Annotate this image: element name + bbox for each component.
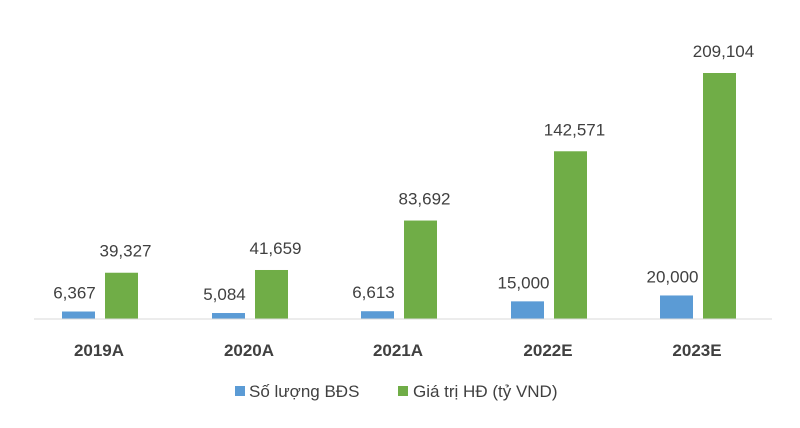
data-label-green-2019A: 39,327 (100, 242, 152, 261)
bar-green-2023E (703, 73, 736, 319)
bar-green-2019A (105, 272, 138, 319)
bar-số-lượng-bđs-2020A (212, 313, 245, 319)
data-label-blue-2020A: 5,084 (203, 285, 246, 304)
legend-item-gia-tri-hd: Giá trị HĐ (tỷ VND) (413, 382, 558, 401)
bar-green-2022E (554, 151, 587, 319)
bar-green-2021A (404, 220, 437, 319)
data-label-green-2020A: 41,659 (250, 239, 302, 258)
legend: Số lượng BĐS Giá trị HĐ (tỷ VND) (235, 382, 558, 401)
data-label-blue-2022E: 15,000 (498, 273, 550, 292)
bar-green-2020A (255, 269, 288, 319)
category-label-2019A: 2019A (74, 341, 124, 360)
data-label-green-2021A: 83,692 (399, 190, 451, 209)
bar-số-lượng-bđs-2023E (660, 295, 693, 319)
bar-số-lượng-bđs-2021A (361, 311, 394, 319)
legend-swatch (398, 386, 408, 396)
data-label-blue-2019A: 6,367 (53, 284, 96, 303)
data-label-green-2022E: 142,571 (544, 120, 605, 139)
bar-số-lượng-bđs-2022E (511, 301, 544, 319)
bar-số-lượng-bđs-2019A (62, 311, 95, 319)
category-label-2021A: 2021A (373, 341, 423, 360)
data-label-green-2023E: 209,104 (693, 42, 754, 61)
bars-layer (62, 73, 736, 319)
data-label-blue-2021A: 6,613 (352, 283, 395, 302)
category-labels-layer: 2019A 2020A 2021A 2022E 2023E (74, 341, 722, 360)
category-label-2022E: 2022E (523, 341, 572, 360)
legend-item-so-luong-bds: Số lượng BĐS (249, 382, 359, 401)
legend-swatch (235, 386, 245, 396)
category-label-2020A: 2020A (224, 341, 274, 360)
data-label-blue-2023E: 20,000 (647, 267, 699, 286)
category-label-2023E: 2023E (672, 341, 721, 360)
data-labels-layer: 6,367 39,327 5,084 41,659 6,613 83,692 15,000 1… (53, 42, 754, 304)
